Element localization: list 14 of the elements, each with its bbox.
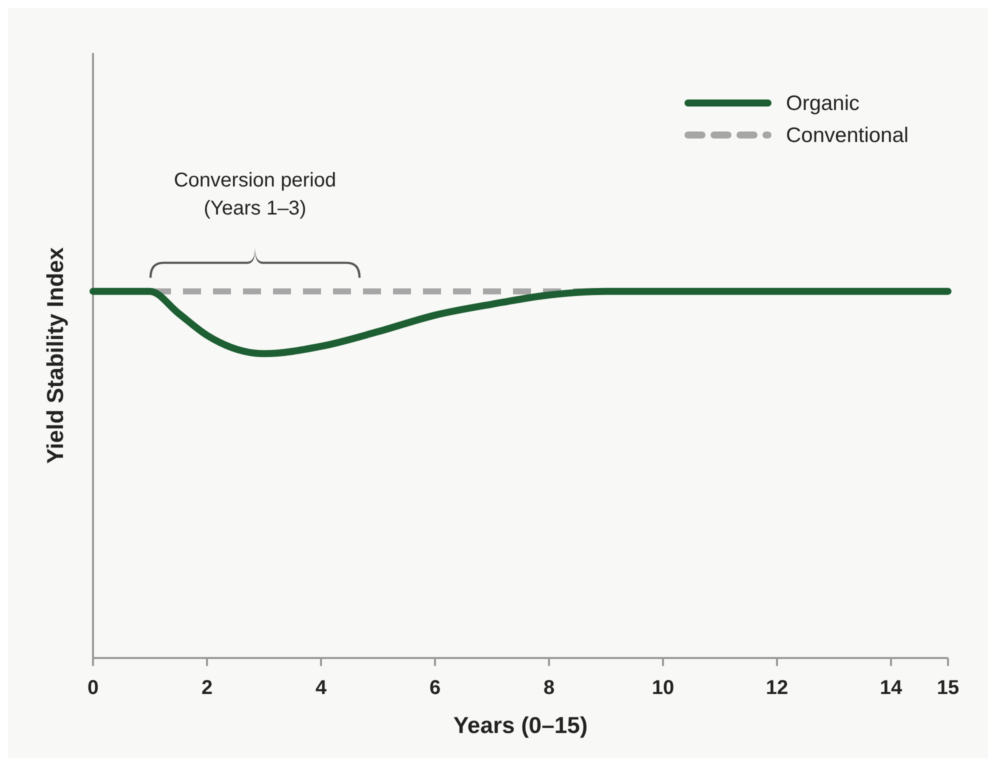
x-tick-label: 2 <box>201 677 213 699</box>
x-tick-label: 15 <box>936 677 960 699</box>
x-tick-label: 6 <box>429 677 441 699</box>
x-tick-label: 12 <box>766 677 788 699</box>
x-tick-label: 0 <box>87 677 99 699</box>
x-tick-label: 14 <box>880 677 903 699</box>
legend-label: Conventional <box>786 124 909 147</box>
x-tick-label: 10 <box>652 677 674 699</box>
legend-label: Organic <box>786 92 860 115</box>
text: Conversion period (Years 1–3) <box>174 170 336 220</box>
x-tick-label: 4 <box>315 677 328 699</box>
y-axis-title: Yield Stability Index <box>42 247 68 464</box>
x-tick-label: 8 <box>543 677 555 699</box>
x-axis-title: Years (0–15) <box>453 712 588 738</box>
